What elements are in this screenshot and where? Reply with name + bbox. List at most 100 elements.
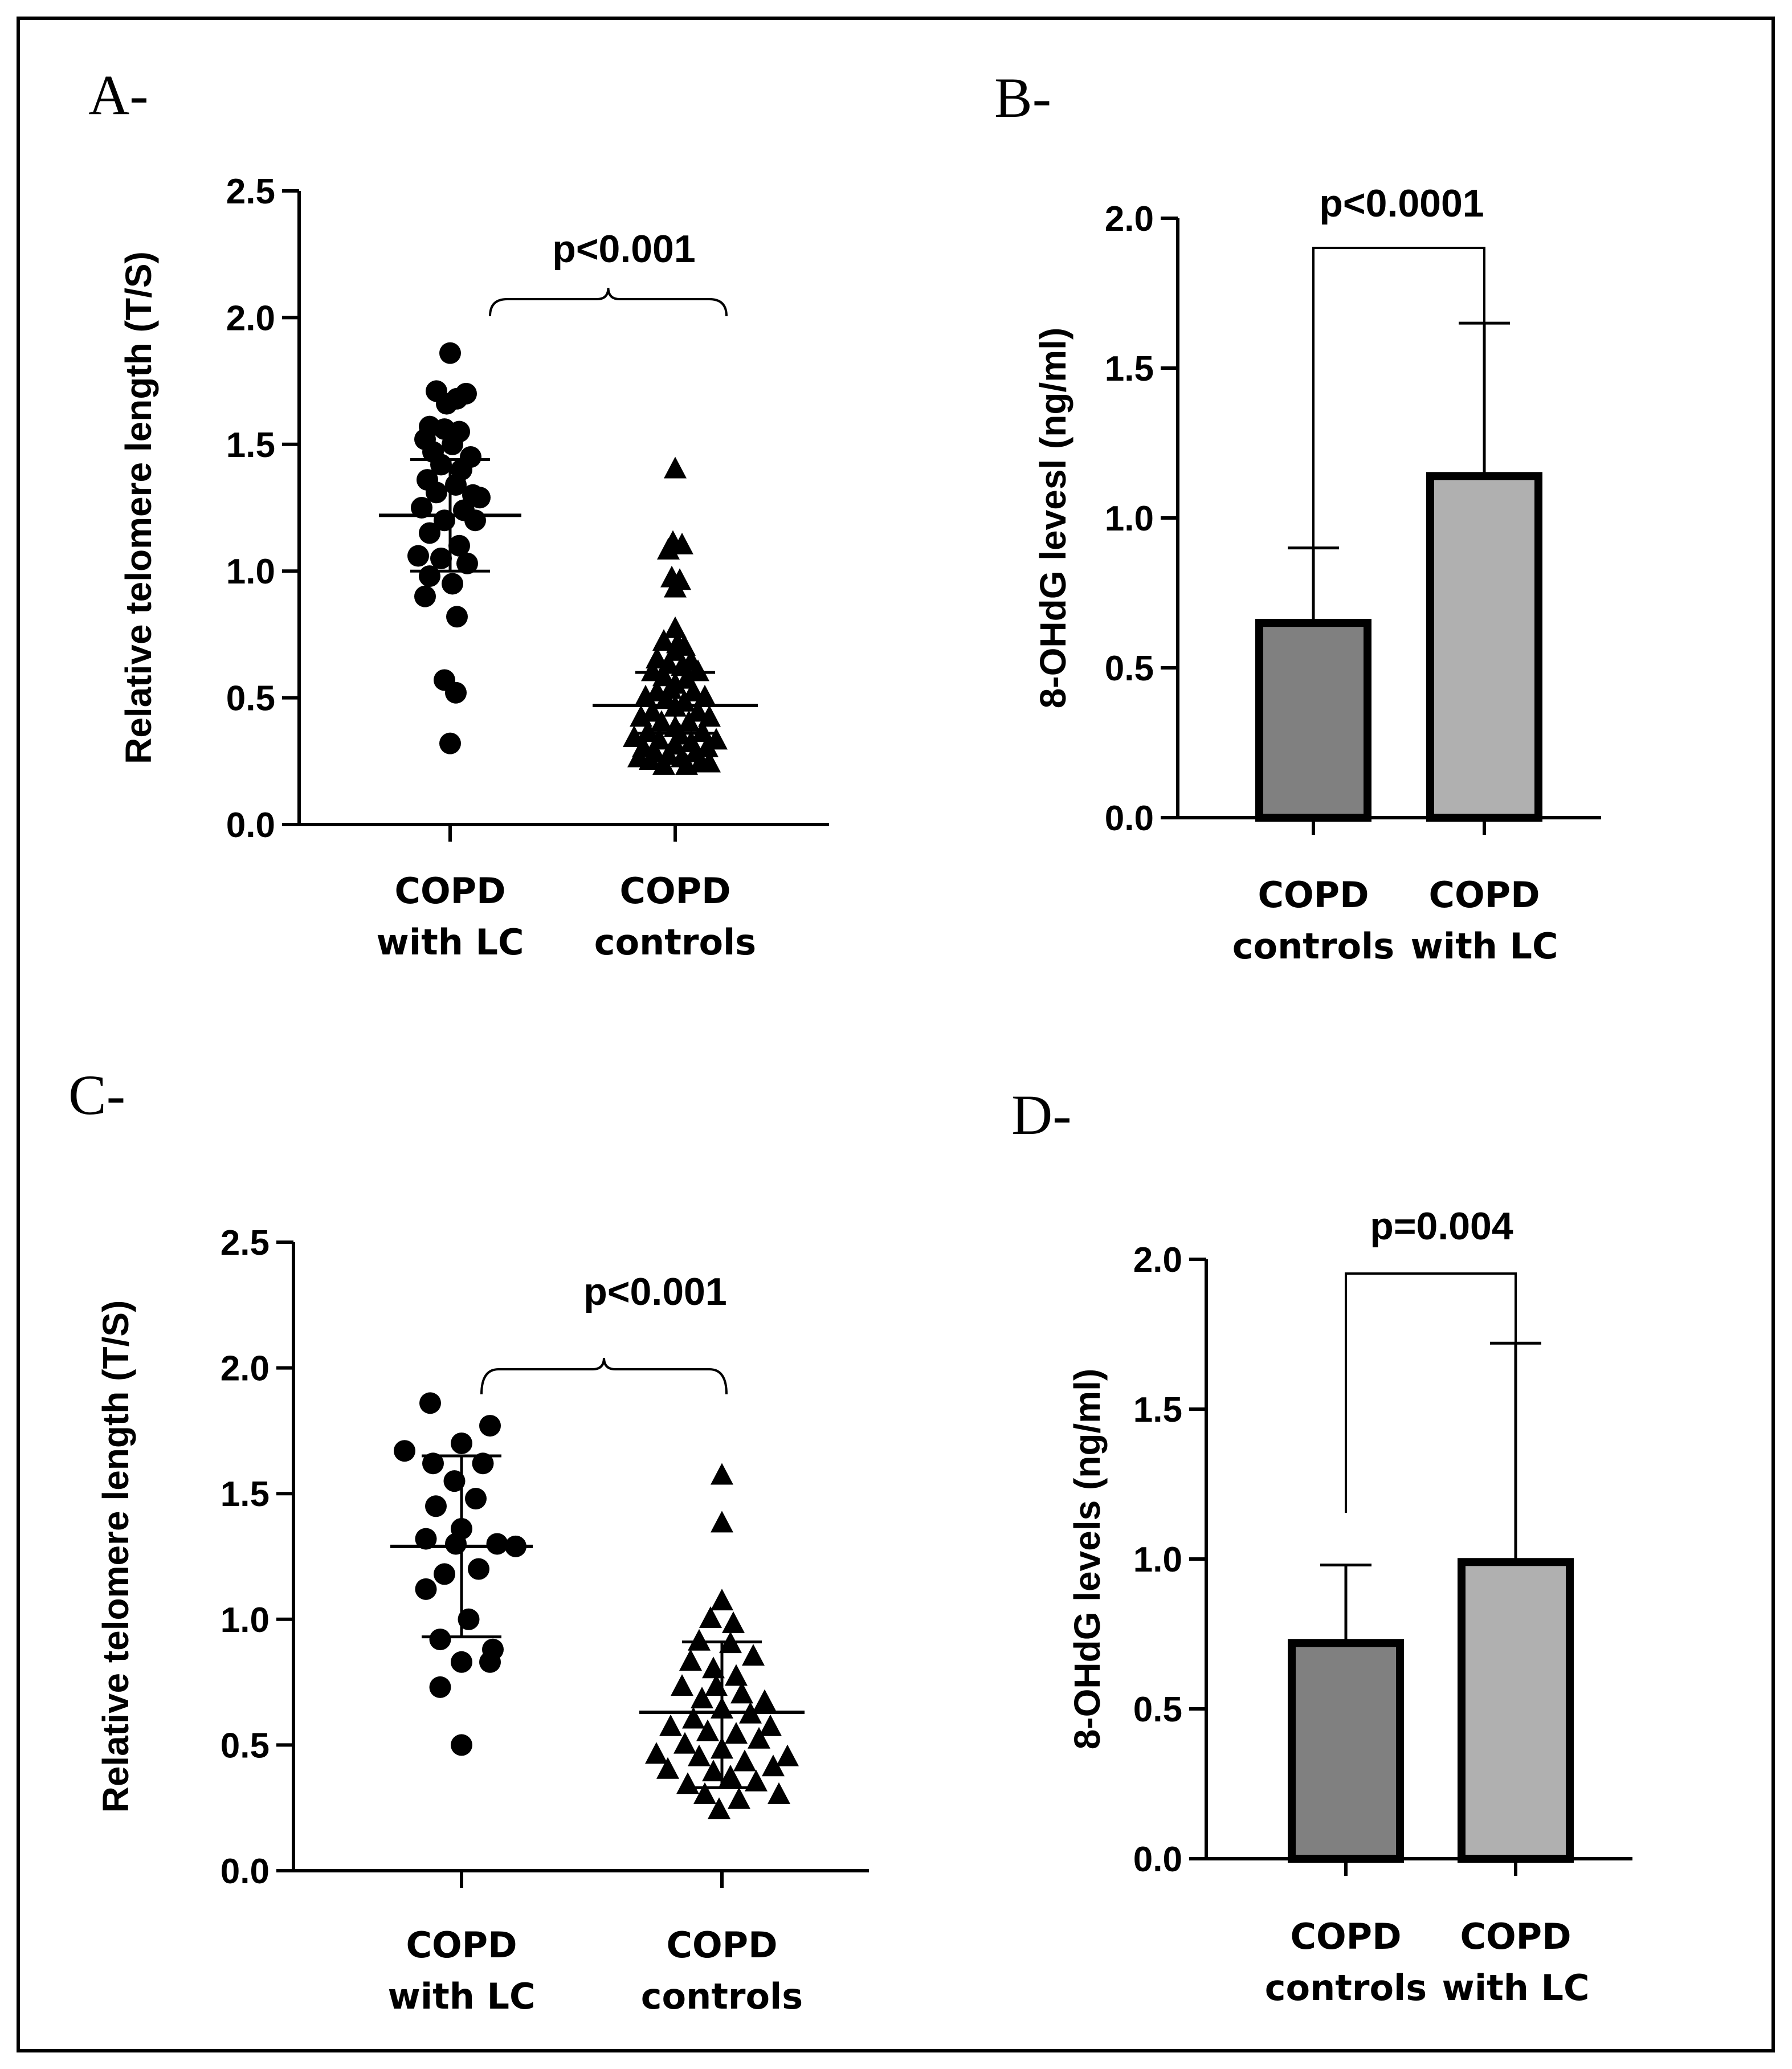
data-point [634, 684, 657, 707]
data-point [673, 1732, 696, 1754]
y-tick-label: 0.0 [1133, 1840, 1182, 1879]
y-tick-label: 2.0 [221, 1349, 270, 1389]
data-point [677, 710, 700, 732]
data-point [776, 1744, 799, 1766]
data-point [722, 1611, 745, 1633]
y-tick-label: 0.0 [221, 1852, 270, 1891]
x-category-label-line: COPD [1460, 1916, 1571, 1957]
x-category-label: COPD controls [594, 870, 756, 963]
data-point [419, 565, 440, 587]
data-point [652, 629, 675, 651]
panel-a: A- 0.0 0.5 1.0 1.5 2.0 2.5 Relative telomere le… [88, 63, 829, 963]
data-point [645, 1742, 668, 1764]
data-point [745, 1769, 768, 1791]
data-point [636, 720, 659, 742]
y-tick-label: 0.5 [1105, 649, 1154, 688]
data-point [443, 1470, 466, 1492]
data-point [691, 1687, 713, 1709]
data-point [419, 1392, 441, 1414]
data-point [442, 573, 463, 595]
p-value-label: p<0.0001 [1319, 182, 1484, 225]
data-point [753, 1689, 776, 1711]
data-point [439, 342, 461, 364]
data-point [675, 753, 698, 775]
data-point [708, 1797, 730, 1819]
data-point [455, 382, 477, 405]
y-tick-label: 2.0 [1133, 1240, 1182, 1280]
data-point [479, 1415, 501, 1437]
data-point [429, 1629, 451, 1651]
x-category-label: COPD with LC [377, 870, 524, 963]
y-tick-label: 1.0 [221, 1601, 270, 1640]
data-point [411, 497, 432, 519]
data-point [468, 1558, 489, 1580]
data-point [415, 1578, 437, 1600]
y-tick-label: 0.0 [1105, 799, 1154, 838]
bar [1458, 1558, 1574, 1863]
data-point [696, 1719, 719, 1741]
y-tick-label: 2.5 [226, 172, 275, 211]
data-point [627, 745, 650, 768]
x-category-label: COPD controls [1232, 874, 1394, 967]
significance-bracket [1345, 1272, 1517, 1513]
x-category-label-line: controls [1265, 1967, 1427, 2009]
y-tick-label: 1.5 [226, 426, 275, 465]
data-point [664, 576, 687, 598]
data-point [446, 606, 468, 628]
data-point [479, 1651, 501, 1673]
data-point [415, 1528, 437, 1550]
data-point [679, 1649, 702, 1671]
data-point [419, 522, 440, 544]
data-point [702, 1760, 725, 1782]
significance-bracket [1312, 247, 1485, 578]
data-point [430, 547, 452, 569]
data-point [394, 1440, 415, 1462]
y-axis-label: 8-OHdG levels (ng/ml) [1067, 1369, 1108, 1750]
data-point [451, 1651, 472, 1673]
data-point [719, 1764, 742, 1786]
bar [1426, 472, 1542, 822]
data-point [730, 1682, 753, 1704]
y-tick-label: 1.5 [1105, 349, 1154, 389]
y-tick-label: 0.0 [226, 806, 275, 845]
data-point [762, 1754, 785, 1777]
data-point [725, 1721, 748, 1744]
data-point [671, 1674, 693, 1696]
data-point [458, 1608, 480, 1630]
bar [1288, 1639, 1404, 1863]
y-tick-label: 0.5 [226, 679, 275, 719]
data-point [698, 705, 721, 727]
y-tick-label: 2.0 [226, 299, 275, 338]
y-axis-label: Relative telomere length (T/S) [118, 251, 159, 764]
data-point [422, 1452, 444, 1475]
y-tick-label: 0.5 [221, 1726, 270, 1765]
data-point [688, 1744, 711, 1766]
p-value-label: p<0.001 [552, 227, 695, 271]
x-category-label: COPD with LC [388, 1924, 536, 2017]
data-point [748, 1727, 770, 1749]
data-point [733, 1749, 756, 1772]
data-point [486, 1533, 508, 1555]
data-point [445, 1533, 467, 1555]
x-category-label-line: controls [641, 1976, 803, 2017]
p-value-label: p=0.004 [1370, 1205, 1513, 1248]
data-point [688, 1629, 711, 1651]
panel-label: C- [68, 1063, 125, 1127]
data-point [682, 1707, 705, 1729]
data-point [671, 532, 693, 554]
data-point [429, 1676, 451, 1698]
data-point [414, 585, 436, 607]
x-category-label-line: COPD [1258, 874, 1369, 916]
data-point [630, 705, 652, 727]
y-tick-label: 1.0 [1105, 499, 1154, 538]
data-point [711, 1511, 733, 1533]
data-point [768, 1782, 790, 1804]
data-point [436, 393, 458, 415]
data-point [425, 1495, 447, 1517]
data-point [456, 552, 478, 574]
data-point [464, 509, 486, 532]
panel-label: A- [88, 63, 149, 126]
data-point [664, 616, 687, 638]
panel-label: B- [994, 66, 1051, 129]
